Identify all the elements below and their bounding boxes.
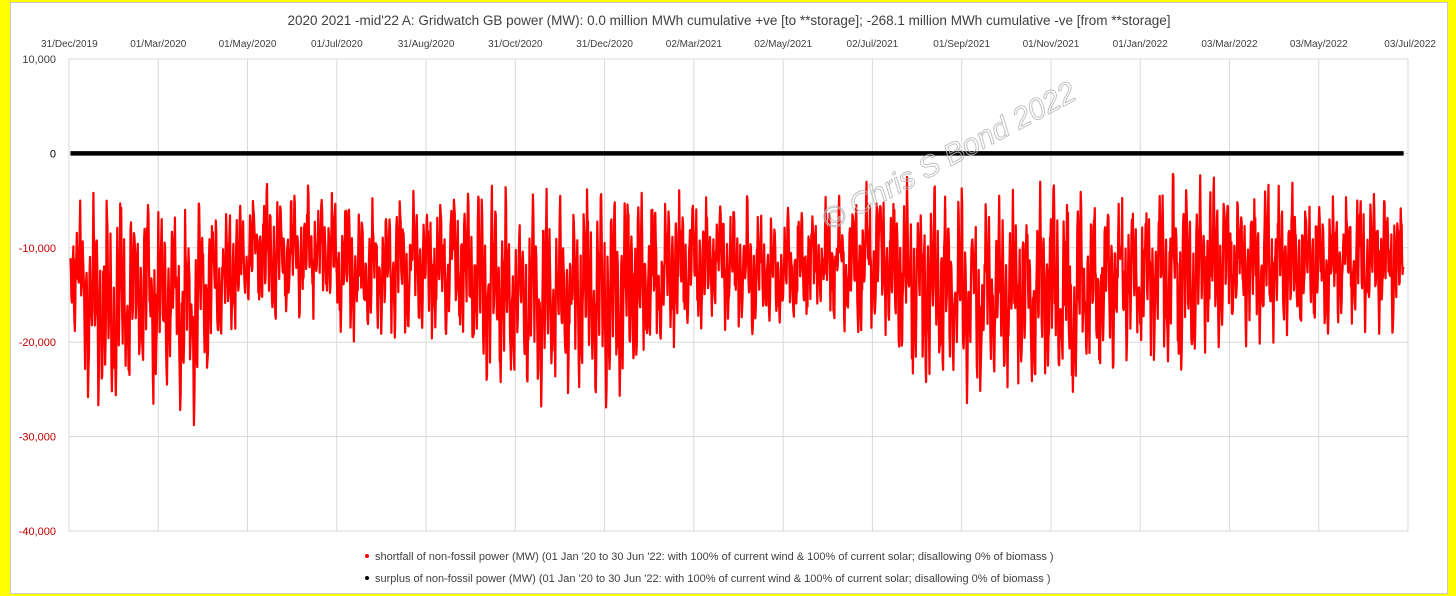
x-tick-label: 01/Nov/2021 [1023,39,1080,50]
legend-marker-shortfall [365,554,369,558]
x-tick-label: 02/Mar/2021 [666,39,723,50]
y-tick-label: -40,000 [19,526,56,538]
x-tick-label: 02/May/2021 [754,39,812,50]
x-tick-label: 01/Sep/2021 [933,39,990,50]
x-tick-label: 01/May/2020 [219,39,277,50]
chart-title: 2020 2021 -mid'22 A: Gridwatch GB power … [287,13,1170,28]
x-tick-label: 31/Dec/2020 [576,39,633,50]
series-layer [69,151,1405,427]
x-tick-label: 03/May/2022 [1290,39,1348,50]
y-tick-label: -30,000 [19,432,56,444]
x-tick-label: 31/Aug/2020 [398,39,455,50]
y-tick-label: -10,000 [19,243,56,255]
x-tick-label: 01/Jan/2022 [1113,39,1168,50]
x-tick-label: 31/Dec/2019 [41,39,98,50]
legend-label-shortfall: shortfall of non-fossil power (MW) (01 J… [375,551,1054,563]
legend: shortfall of non-fossil power (MW) (01 J… [365,551,1054,585]
x-tick-label: 31/Oct/2020 [488,39,543,50]
y-axis-tick-labels: 10,000 0 -10,000 -20,000 -30,000 -40,000 [19,54,56,538]
x-tick-label: 01/Jul/2020 [311,39,363,50]
legend-marker-surplus [365,576,369,580]
legend-label-surplus: surplus of non-fossil power (MW) (01 Jan… [375,573,1051,585]
chart: 2020 2021 -mid'22 A: Gridwatch GB power … [19,13,1437,585]
y-tick-label: 0 [50,148,56,160]
series-shortfall-line [69,172,1405,427]
y-tick-label: -20,000 [19,337,56,349]
chart-frame: 2020 2021 -mid'22 A: Gridwatch GB power … [10,2,1448,594]
x-tick-label: 01/Mar/2020 [130,39,187,50]
x-tick-label: 02/Jul/2021 [847,39,899,50]
grid [68,58,1409,532]
x-tick-label: 03/Mar/2022 [1201,39,1258,50]
x-tick-label: 03/Jul/2022 [1384,39,1436,50]
y-tick-label: 10,000 [22,54,56,66]
x-axis-tick-labels: 31/Dec/2019 01/Mar/2020 01/May/2020 01/Jul/… [41,39,1436,50]
watermark: © Chris S Bond 2022 [817,75,1082,237]
